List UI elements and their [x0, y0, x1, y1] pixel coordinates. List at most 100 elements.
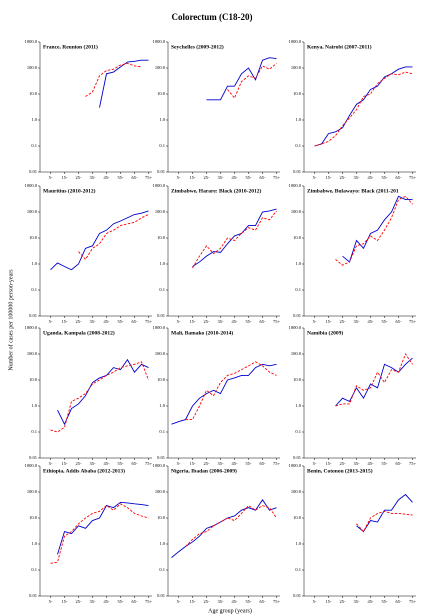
series-line	[192, 208, 277, 267]
x-tick-label: 45-	[104, 175, 111, 180]
x-tick-label: 65-	[260, 319, 267, 324]
y-tick-label: 0.1	[295, 429, 301, 434]
x-tick-label: 35-	[354, 175, 361, 180]
series-line	[50, 210, 149, 271]
x-tick-label: 5-	[177, 599, 181, 604]
y-tick-label: 0.01	[29, 593, 37, 598]
y-tick-label: 100.0	[27, 351, 38, 356]
y-tick-label: 1.0	[159, 403, 165, 408]
series-line	[57, 358, 149, 426]
series-line	[185, 505, 277, 547]
x-tick-label: 75+	[409, 599, 417, 604]
x-tick-label: 25-	[76, 599, 83, 604]
y-tick-label: 1000.0	[25, 39, 38, 44]
y-tick-label: 1000.0	[153, 463, 166, 468]
y-tick-label: 1.0	[295, 541, 301, 546]
y-tick-label: 1000.0	[25, 325, 38, 330]
panel-title: Mauritius (2010-2012)	[43, 187, 96, 194]
x-tick-label: 15-	[190, 461, 197, 466]
y-tick-label: 10.0	[293, 235, 302, 240]
y-tick-label: 100.0	[155, 489, 166, 494]
y-axis-label: Number of cases per 100000 person-years	[7, 269, 14, 371]
series-line	[50, 361, 149, 433]
y-tick-label: 0.01	[29, 313, 37, 318]
y-tick-label: 100.0	[291, 65, 302, 70]
x-tick-label: 5-	[49, 319, 53, 324]
y-tick-label: 0.01	[157, 455, 165, 460]
x-tick-label: 15-	[190, 319, 197, 324]
series-line	[171, 363, 277, 425]
y-tick-label: 1.0	[159, 117, 165, 122]
x-tick-label: 25-	[204, 319, 211, 324]
y-tick-label: 10.0	[157, 91, 166, 96]
y-tick-label: 1.0	[295, 403, 301, 408]
x-tick-label: 75+	[145, 175, 153, 180]
x-tick-label: 55-	[246, 461, 253, 466]
x-tick-label: 5-	[177, 175, 181, 180]
series-line	[314, 66, 413, 147]
x-tick-label: 5-	[49, 175, 53, 180]
x-tick-label: 5-	[313, 175, 317, 180]
x-tick-label: 35-	[90, 599, 97, 604]
panel-title: Nigeria, Ibadan (2006-2009)	[171, 467, 237, 474]
x-tick-label: 25-	[340, 175, 347, 180]
y-tick-label: 0.1	[31, 143, 37, 148]
y-tick-label: 1.0	[295, 261, 301, 266]
x-tick-label: 35-	[90, 319, 97, 324]
x-tick-label: 65-	[260, 599, 267, 604]
x-tick-label: 5-	[49, 461, 53, 466]
x-tick-label: 35-	[90, 461, 97, 466]
x-tick-label: 75+	[273, 319, 281, 324]
series-line	[356, 493, 413, 533]
y-tick-label: 1000.0	[289, 183, 302, 188]
x-tick-label: 65-	[132, 319, 139, 324]
y-tick-label: 100.0	[155, 209, 166, 214]
x-tick-label: 15-	[62, 599, 69, 604]
x-tick-label: 75+	[145, 461, 153, 466]
x-tick-label: 25-	[76, 319, 83, 324]
y-tick-label: 100.0	[291, 209, 302, 214]
series-line	[335, 353, 413, 407]
x-tick-label: 75+	[273, 461, 281, 466]
x-tick-label: 65-	[132, 175, 139, 180]
x-tick-label: 15-	[326, 319, 333, 324]
y-tick-label: 0.1	[159, 567, 165, 572]
y-tick-label: 0.01	[157, 593, 165, 598]
x-tick-label: 65-	[260, 175, 267, 180]
y-tick-label: 0.1	[31, 429, 37, 434]
x-tick-label: 25-	[340, 599, 347, 604]
x-tick-label: 5-	[177, 319, 181, 324]
x-tick-label: 55-	[382, 599, 389, 604]
y-tick-label: 1000.0	[289, 325, 302, 330]
x-tick-label: 55-	[246, 319, 253, 324]
x-tick-label: 15-	[62, 175, 69, 180]
y-tick-label: 1000.0	[153, 39, 166, 44]
y-tick-label: 0.01	[293, 313, 301, 318]
x-tick-label: 45-	[232, 461, 239, 466]
x-tick-label: 75+	[145, 599, 153, 604]
y-tick-label: 100.0	[27, 209, 38, 214]
y-tick-label: 0.1	[159, 287, 165, 292]
y-tick-label: 0.1	[31, 567, 37, 572]
x-tick-label: 65-	[132, 599, 139, 604]
y-tick-label: 0.01	[29, 169, 37, 174]
y-tick-label: 1.0	[159, 261, 165, 266]
y-tick-label: 10.0	[157, 235, 166, 240]
x-tick-label: 25-	[340, 319, 347, 324]
y-tick-label: 0.01	[293, 455, 301, 460]
x-tick-label: 35-	[218, 599, 225, 604]
x-tick-label: 15-	[326, 599, 333, 604]
y-tick-label: 0.01	[29, 455, 37, 460]
y-tick-label: 1000.0	[25, 463, 38, 468]
x-tick-label: 45-	[104, 319, 111, 324]
y-tick-label: 100.0	[27, 65, 38, 70]
x-tick-label: 45-	[232, 175, 239, 180]
x-tick-label: 15-	[62, 319, 69, 324]
x-tick-label: 55-	[118, 175, 125, 180]
x-tick-label: 45-	[232, 599, 239, 604]
x-tick-label: 15-	[190, 175, 197, 180]
x-axis-label: Age group (years)	[208, 607, 252, 614]
x-tick-label: 55-	[382, 319, 389, 324]
x-tick-label: 45-	[232, 319, 239, 324]
